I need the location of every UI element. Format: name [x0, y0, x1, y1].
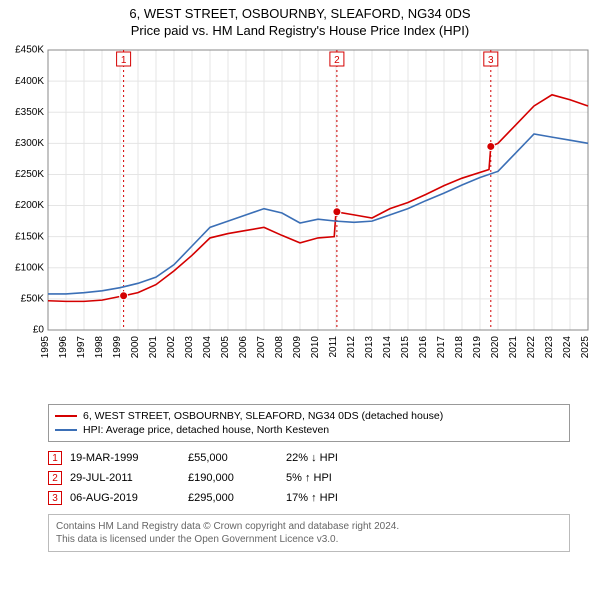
svg-text:2024: 2024	[562, 336, 573, 359]
title-line-2: Price paid vs. HM Land Registry's House …	[10, 23, 590, 38]
svg-text:1: 1	[121, 55, 127, 66]
svg-text:2001: 2001	[148, 336, 159, 359]
svg-text:£150K: £150K	[15, 231, 44, 242]
sale-price: £55,000	[188, 452, 278, 464]
sales-list: 1 19-MAR-1999 £55,000 22% ↓ HPI 2 29-JUL-2011…	[0, 448, 600, 508]
svg-text:2014: 2014	[382, 336, 393, 359]
title-line-1: 6, WEST STREET, OSBOURNBY, SLEAFORD, NG3…	[10, 6, 590, 21]
sale-marker-icon: 3	[48, 491, 62, 505]
legend-item: HPI: Average price, detached house, Nort…	[55, 423, 563, 437]
sale-date: 29-JUL-2011	[70, 472, 180, 484]
svg-text:1996: 1996	[58, 336, 69, 359]
svg-text:2000: 2000	[130, 336, 141, 359]
svg-text:2008: 2008	[274, 336, 285, 359]
svg-text:£350K: £350K	[15, 107, 44, 118]
svg-text:2002: 2002	[166, 336, 177, 359]
svg-text:2017: 2017	[436, 336, 447, 359]
sale-delta: 5% ↑ HPI	[286, 472, 386, 484]
sale-row: 1 19-MAR-1999 £55,000 22% ↓ HPI	[0, 448, 600, 468]
sale-price: £190,000	[188, 472, 278, 484]
chart: £0 £50K £100K £150K £200K £250K £300K £350K £400…	[0, 40, 600, 400]
svg-text:£50K: £50K	[21, 294, 45, 305]
legend-swatch	[55, 429, 77, 431]
svg-text:1999: 1999	[112, 336, 123, 359]
svg-text:1998: 1998	[94, 336, 105, 359]
svg-text:2012: 2012	[346, 336, 357, 359]
sale-delta: 17% ↑ HPI	[286, 492, 386, 504]
svg-text:£100K: £100K	[15, 262, 44, 273]
svg-text:2022: 2022	[526, 336, 537, 359]
svg-text:2: 2	[334, 55, 340, 66]
sale-row: 3 06-AUG-2019 £295,000 17% ↑ HPI	[0, 488, 600, 508]
svg-text:2015: 2015	[400, 336, 411, 359]
svg-text:£300K: £300K	[15, 138, 44, 149]
svg-text:3: 3	[488, 55, 494, 66]
legend-item: 6, WEST STREET, OSBOURNBY, SLEAFORD, NG3…	[55, 409, 563, 423]
page-container: 6, WEST STREET, OSBOURNBY, SLEAFORD, NG3…	[0, 0, 600, 552]
sale-marker-icon: 1	[48, 451, 62, 465]
sale-marker-icon: 2	[48, 471, 62, 485]
sale-row: 2 29-JUL-2011 £190,000 5% ↑ HPI	[0, 468, 600, 488]
sale-price: £295,000	[188, 492, 278, 504]
legend: 6, WEST STREET, OSBOURNBY, SLEAFORD, NG3…	[48, 404, 570, 442]
svg-text:2025: 2025	[580, 336, 591, 359]
svg-text:2021: 2021	[508, 336, 519, 359]
svg-text:2018: 2018	[454, 336, 465, 359]
svg-text:2004: 2004	[202, 336, 213, 359]
svg-text:2019: 2019	[472, 336, 483, 359]
sale-date: 19-MAR-1999	[70, 452, 180, 464]
svg-text:2009: 2009	[292, 336, 303, 359]
svg-text:2013: 2013	[364, 336, 375, 359]
sale-delta: 22% ↓ HPI	[286, 452, 386, 464]
svg-text:2005: 2005	[220, 336, 231, 359]
svg-text:2003: 2003	[184, 336, 195, 359]
chart-title-block: 6, WEST STREET, OSBOURNBY, SLEAFORD, NG3…	[0, 0, 600, 40]
svg-text:£250K: £250K	[15, 169, 44, 180]
svg-text:£0: £0	[33, 325, 45, 336]
svg-text:2007: 2007	[256, 336, 267, 359]
footer-attribution: Contains HM Land Registry data © Crown c…	[48, 514, 570, 552]
svg-text:2020: 2020	[490, 336, 501, 359]
svg-text:2006: 2006	[238, 336, 249, 359]
svg-text:£400K: £400K	[15, 76, 44, 87]
svg-text:1995: 1995	[40, 336, 51, 359]
svg-text:2016: 2016	[418, 336, 429, 359]
svg-text:1997: 1997	[76, 336, 87, 359]
footer-line-2: This data is licensed under the Open Gov…	[56, 533, 562, 546]
footer-line-1: Contains HM Land Registry data © Crown c…	[56, 520, 562, 533]
chart-svg: £0 £50K £100K £150K £200K £250K £300K £350K £400…	[0, 40, 600, 400]
svg-text:2010: 2010	[310, 336, 321, 359]
legend-swatch	[55, 415, 77, 417]
svg-text:2011: 2011	[328, 336, 339, 358]
svg-text:2023: 2023	[544, 336, 555, 359]
legend-label: HPI: Average price, detached house, Nort…	[83, 424, 329, 436]
legend-label: 6, WEST STREET, OSBOURNBY, SLEAFORD, NG3…	[83, 410, 443, 422]
svg-text:£450K: £450K	[15, 45, 44, 56]
sale-date: 06-AUG-2019	[70, 492, 180, 504]
svg-text:£200K: £200K	[15, 200, 44, 211]
